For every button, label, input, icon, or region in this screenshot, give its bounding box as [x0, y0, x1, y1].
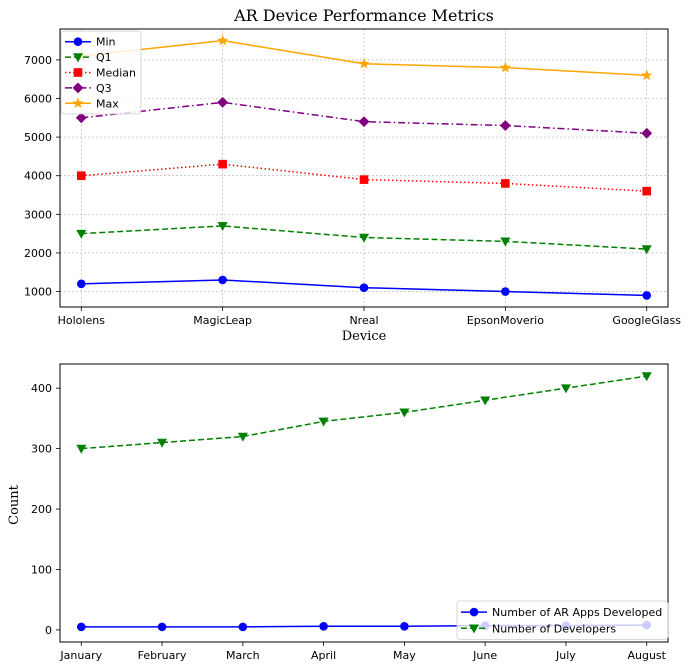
data-point — [501, 179, 510, 188]
data-point — [359, 175, 369, 184]
legend-swatch-marker — [468, 624, 480, 634]
legend-swatch-marker — [469, 607, 479, 617]
y-tick-label: 7000 — [24, 54, 52, 67]
data-point — [217, 222, 228, 232]
data-point — [500, 237, 511, 247]
legend-swatch-marker — [72, 82, 84, 94]
x-tick-label: Hololens — [58, 314, 106, 327]
legend-swatch-marker — [73, 68, 83, 77]
legend-label: Number of AR Apps Developed — [492, 606, 662, 619]
chart-title: AR Device Performance Metrics — [233, 6, 494, 25]
y-tick-label: 5000 — [24, 131, 52, 144]
data-point — [76, 229, 87, 239]
data-point — [217, 96, 229, 108]
data-point — [76, 622, 86, 632]
data-point — [238, 622, 248, 632]
data-point — [318, 417, 329, 427]
x-tick-label: March — [226, 649, 260, 662]
data-point — [358, 116, 370, 128]
x-tick-label: Nreal — [349, 314, 378, 327]
data-point — [642, 291, 652, 300]
y-tick-label: 200 — [31, 503, 52, 516]
y-tick-label: 3000 — [24, 208, 52, 221]
y-tick-label: 2000 — [24, 247, 52, 260]
y-tick-label: 300 — [31, 443, 52, 456]
legend-label: Q3 — [96, 82, 112, 95]
data-point — [359, 283, 369, 292]
y-tick-label: 400 — [31, 382, 52, 395]
series-median — [76, 159, 652, 196]
x-tick-label: GoogleGlass — [612, 314, 681, 327]
legend-swatch-marker — [73, 37, 83, 47]
data-point — [501, 287, 510, 296]
data-point — [399, 408, 410, 418]
legend-label: Number of Developers — [492, 622, 616, 635]
data-point — [641, 372, 652, 382]
legend-swatch-marker — [72, 53, 84, 63]
data-point — [76, 171, 86, 181]
legend-box — [60, 30, 142, 115]
data-point — [560, 384, 571, 394]
axes-frame — [59, 28, 669, 308]
x-tick-label: August — [627, 649, 666, 662]
series-q1 — [76, 222, 652, 255]
data-point — [400, 621, 409, 631]
data-point — [480, 396, 491, 406]
x-axis-label: Device — [342, 329, 387, 344]
y-tick-label: 100 — [31, 563, 52, 576]
data-point — [237, 432, 248, 442]
data-point — [499, 120, 511, 131]
x-tick-label: June — [472, 649, 497, 662]
y-tick-label: 4000 — [24, 170, 52, 183]
series-number-of-developers — [76, 372, 652, 454]
legend: Min Q1 Median Q3 Max — [60, 30, 142, 115]
y-tick-label: 1000 — [24, 286, 52, 299]
data-point — [75, 112, 87, 124]
series-q3 — [75, 96, 653, 139]
x-tick-label: January — [59, 649, 102, 662]
legend-label: Q1 — [96, 51, 112, 64]
legend-label: Max — [96, 97, 119, 110]
data-point — [218, 159, 227, 169]
data-point — [641, 69, 653, 81]
legend-label: Min — [96, 36, 116, 49]
data-point — [358, 233, 370, 243]
legend-label: Median — [96, 67, 136, 80]
x-tick-label: MagicLeap — [193, 314, 252, 327]
y-axis-label: Count — [7, 484, 22, 525]
data-point — [76, 279, 86, 289]
series-min — [76, 275, 652, 300]
data-point — [319, 621, 328, 631]
x-tick-label: April — [311, 649, 336, 662]
x-tick-label: February — [138, 649, 187, 662]
data-point — [157, 622, 167, 632]
data-point — [76, 444, 87, 454]
x-tick-label: EpsonMoverio — [467, 314, 544, 327]
data-point — [358, 57, 370, 69]
y-tick-label: 0 — [45, 624, 52, 637]
series-line — [81, 375, 647, 450]
data-point — [157, 438, 168, 448]
data-point — [218, 275, 227, 285]
legend-swatch-marker — [72, 97, 84, 109]
data-point — [642, 186, 652, 196]
performance-metrics-chart: AR Device Performance Metrics Device 100… — [24, 6, 681, 344]
x-tick-label: May — [393, 649, 416, 662]
y-tick-label: 6000 — [24, 93, 52, 106]
axes-frame — [59, 363, 669, 643]
data-point — [217, 34, 229, 46]
x-tick-label: July — [555, 649, 576, 662]
legend-box — [456, 600, 669, 640]
developer-growth-chart: Count 0 100 200 300 400 January February March A… — [7, 363, 669, 662]
data-point — [499, 61, 511, 73]
legend: Number of AR Apps Developed Number of Dev… — [456, 600, 669, 640]
data-point — [641, 245, 652, 255]
data-point — [641, 127, 653, 139]
